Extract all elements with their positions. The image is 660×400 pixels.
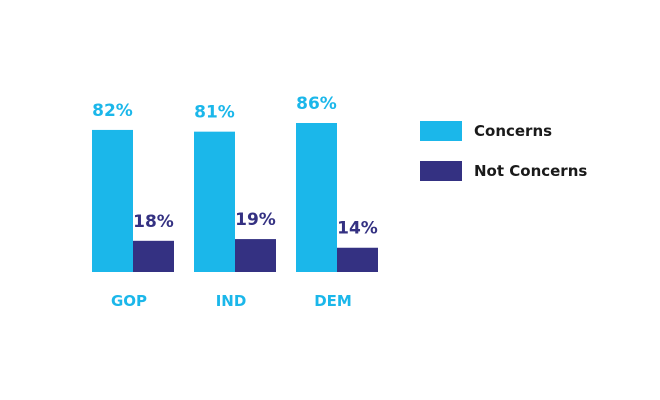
bar-dem-not-concerns [337, 247, 378, 272]
legend-swatch-concerns [420, 121, 462, 141]
data-label-ind-concerns: 81% [194, 103, 235, 123]
data-label-ind-not-concerns: 19% [235, 210, 276, 230]
category-label-dem: DEM [314, 292, 352, 310]
bar-gop-not-concerns [133, 240, 174, 272]
data-label-dem-concerns: 86% [296, 94, 337, 114]
data-label-gop-not-concerns: 18% [133, 212, 174, 232]
bar-ind-concerns [194, 131, 235, 272]
bar-dem-concerns [296, 123, 337, 272]
legend-item-concerns: Concerns [420, 120, 650, 142]
legend-item-not-concerns: Not Concerns [420, 160, 650, 182]
bar-gop-concerns [92, 129, 133, 272]
data-label-gop-concerns: 82% [92, 101, 133, 121]
data-label-dem-not-concerns: 14% [337, 219, 378, 239]
legend: Concerns Not Concerns [420, 120, 650, 200]
legend-label-not-concerns: Not Concerns [474, 162, 588, 180]
category-label-gop: GOP [111, 292, 147, 310]
legend-label-concerns: Concerns [474, 122, 553, 140]
legend-swatch-not-concerns [420, 161, 462, 181]
category-label-ind: IND [216, 292, 247, 310]
bar-ind-not-concerns [235, 239, 276, 272]
